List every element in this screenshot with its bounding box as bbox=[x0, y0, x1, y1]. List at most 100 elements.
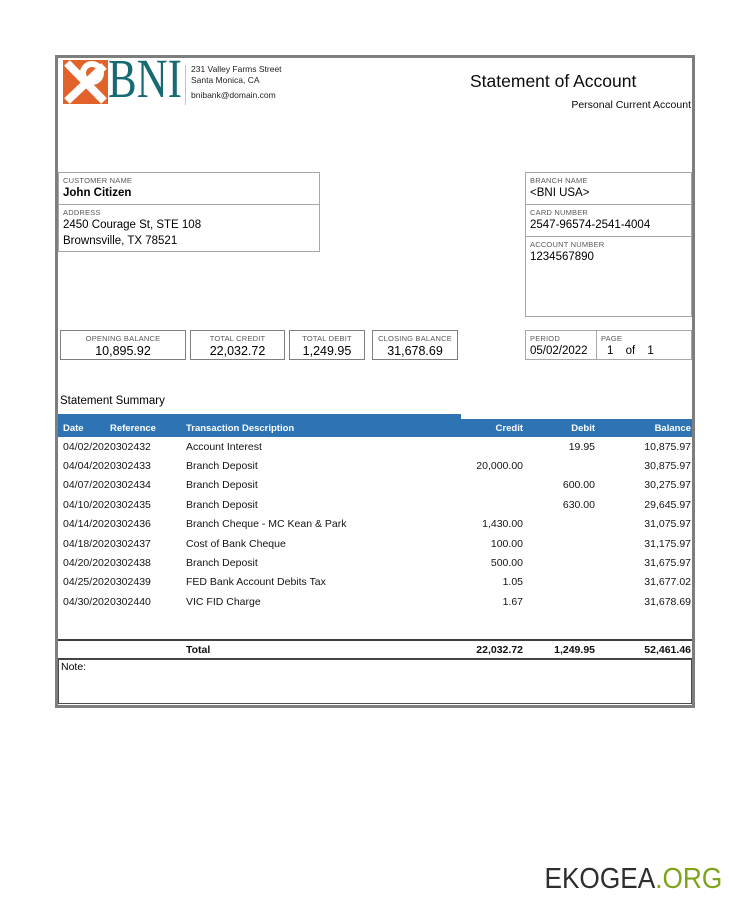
total-debit-label: TOTAL DEBIT bbox=[302, 334, 352, 343]
branch-name-box: BRANCH NAME <BNI USA> bbox=[525, 172, 692, 205]
opening-balance-label: OPENING BALANCE bbox=[85, 334, 161, 343]
account-number-box: ACCOUNT NUMBER 1234567890 bbox=[525, 236, 692, 317]
cell-desc: Branch Deposit bbox=[186, 479, 258, 492]
bank-address-line2: Santa Monica, CA bbox=[191, 75, 260, 85]
document-subtitle: Personal Current Account bbox=[571, 99, 691, 111]
bank-address-block: 231 Valley Farms Street Santa Monica, CA… bbox=[191, 64, 282, 101]
cell-balance: 29,645.97 bbox=[644, 498, 691, 511]
cell-balance: 31,675.97 bbox=[644, 557, 691, 570]
cell-desc: Branch Deposit bbox=[186, 460, 258, 473]
statement-sheet: BNI 231 Valley Farms Street Santa Monica… bbox=[55, 51, 695, 708]
table-row: 04/04/20220302433 Branch Deposit 20,000.00… bbox=[58, 456, 692, 475]
card-number-label: CARD NUMBER bbox=[530, 208, 589, 217]
total-balance: 52,461.46 bbox=[644, 643, 691, 656]
letterhead-divider bbox=[185, 65, 186, 105]
cell-desc: Branch Cheque - MC Kean & Park bbox=[186, 518, 347, 531]
bank-email: bnibank@domain.com bbox=[191, 90, 276, 100]
cell-desc: Branch Deposit bbox=[186, 557, 258, 570]
note-box: Note: bbox=[58, 659, 692, 704]
cell-desc: Branch Deposit bbox=[186, 498, 258, 511]
cell-ref: 0302434 bbox=[110, 479, 151, 492]
cell-desc: VIC FID Charge bbox=[186, 595, 261, 608]
cell-credit: 500.00 bbox=[490, 557, 523, 570]
document-title: Statement of Account bbox=[470, 71, 637, 91]
bank-logo-icon bbox=[63, 60, 108, 104]
total-debit-box: TOTAL DEBIT 1,249.95 bbox=[289, 330, 365, 360]
cell-credit: 1.05 bbox=[502, 576, 523, 589]
period-label: PERIOD bbox=[530, 334, 560, 343]
cell-balance: 31,075.97 bbox=[644, 518, 691, 531]
cell-debit: 630.00 bbox=[562, 498, 595, 511]
column-header-date: Date bbox=[63, 422, 84, 434]
account-number-label: ACCOUNT NUMBER bbox=[530, 240, 605, 249]
total-credit-label: TOTAL CREDIT bbox=[209, 334, 266, 343]
footer-brand-name: EKOGEA bbox=[544, 863, 655, 895]
cell-credit: 20,000.00 bbox=[476, 460, 523, 473]
branch-name-label: BRANCH NAME bbox=[530, 176, 588, 185]
total-label: Total bbox=[186, 643, 211, 656]
note-label: Note: bbox=[61, 661, 87, 673]
cell-ref: 0302440 bbox=[110, 595, 151, 608]
total-row: Total 22,032.72 1,249.95 52,461.46 bbox=[58, 639, 692, 660]
cell-date: 04/30/2022 bbox=[63, 595, 110, 608]
total-credit-value: 22,032.72 bbox=[209, 344, 266, 358]
column-header-debit: Debit bbox=[571, 422, 595, 434]
page-value: 1 of 1 bbox=[607, 345, 654, 357]
cell-balance: 31,677.02 bbox=[644, 576, 691, 589]
period-box: PERIOD 05/02/2022 bbox=[525, 330, 597, 360]
bank-logo-text: BNI bbox=[108, 48, 182, 109]
table-row: 04/02/20220302432 Account Interest 19.95 10… bbox=[58, 437, 692, 456]
cell-ref: 0302435 bbox=[110, 498, 151, 511]
table-row: 04/30/20220302440 VIC FID Charge 1.67 31,67… bbox=[58, 592, 692, 611]
customer-name-label: CUSTOMER NAME bbox=[63, 176, 133, 185]
cell-balance: 10,875.97 bbox=[644, 440, 691, 453]
cell-date: 04/07/2022 bbox=[63, 479, 110, 492]
total-credit: 22,032.72 bbox=[476, 643, 523, 656]
cell-date: 04/02/2022 bbox=[63, 440, 110, 453]
customer-address-label: ADDRESS bbox=[63, 208, 101, 217]
cell-credit: 1.67 bbox=[502, 595, 523, 608]
cell-ref: 0302437 bbox=[110, 537, 151, 550]
card-number-box: CARD NUMBER 2547-96574-2541-4004 bbox=[525, 204, 692, 237]
customer-address-line1: 2450 Courage St, STE 108 bbox=[63, 219, 202, 231]
customer-name-box: CUSTOMER NAME John Citizen bbox=[58, 172, 320, 205]
table-header-row: Date Reference Transaction Description C… bbox=[58, 419, 692, 437]
total-debit-value: 1,249.95 bbox=[302, 344, 352, 358]
table-row: 04/07/20220302434 Branch Deposit 600.00 30,… bbox=[58, 476, 692, 495]
cell-balance: 31,175.97 bbox=[644, 537, 691, 550]
cell-date: 04/04/2022 bbox=[63, 460, 110, 473]
table-row: 04/20/20220302438 Branch Deposit 500.00 31,… bbox=[58, 553, 692, 572]
opening-balance-value: 10,895.92 bbox=[95, 344, 151, 358]
card-number-value: 2547-96574-2541-4004 bbox=[530, 219, 651, 231]
cell-ref: 0302433 bbox=[110, 460, 151, 473]
cell-credit: 1,430.00 bbox=[482, 518, 523, 531]
footer-brand: EKOGEA.ORG bbox=[544, 864, 722, 894]
cell-balance: 31,678.69 bbox=[644, 595, 691, 608]
total-debit: 1,249.95 bbox=[554, 643, 595, 656]
total-credit-box: TOTAL CREDIT 22,032.72 bbox=[190, 330, 285, 360]
cell-debit: 600.00 bbox=[562, 479, 595, 492]
column-header-credit: Credit bbox=[495, 422, 523, 434]
page-box: PAGE 1 of 1 bbox=[596, 330, 692, 360]
closing-balance-label: CLOSING BALANCE bbox=[378, 334, 452, 343]
cell-ref: 0302436 bbox=[110, 518, 151, 531]
column-header-reference: Reference bbox=[110, 422, 156, 434]
branch-name-value: <BNI USA> bbox=[530, 187, 590, 199]
transaction-rows: 04/02/20220302432 Account Interest 19.95 10… bbox=[58, 437, 692, 612]
summary-heading: Statement Summary bbox=[60, 395, 165, 407]
bank-address-line1: 231 Valley Farms Street bbox=[191, 64, 282, 74]
customer-name-value: John Citizen bbox=[63, 187, 132, 199]
cell-date: 04/18/2022 bbox=[63, 537, 110, 550]
footer-brand-suffix: .ORG bbox=[654, 863, 722, 895]
account-number-value: 1234567890 bbox=[530, 251, 594, 263]
cell-credit: 100.00 bbox=[490, 537, 523, 550]
period-value: 05/02/2022 bbox=[530, 345, 588, 357]
cell-desc: FED Bank Account Debits Tax bbox=[186, 576, 326, 589]
opening-balance-box: OPENING BALANCE 10,895.92 bbox=[60, 330, 186, 360]
customer-address-line2: Brownsville, TX 78521 bbox=[63, 235, 178, 247]
closing-balance-box: CLOSING BALANCE 31,678.69 bbox=[372, 330, 458, 360]
page-label: PAGE bbox=[601, 334, 623, 343]
column-header-description: Transaction Description bbox=[186, 422, 295, 434]
header-accent-stripe bbox=[58, 414, 461, 419]
